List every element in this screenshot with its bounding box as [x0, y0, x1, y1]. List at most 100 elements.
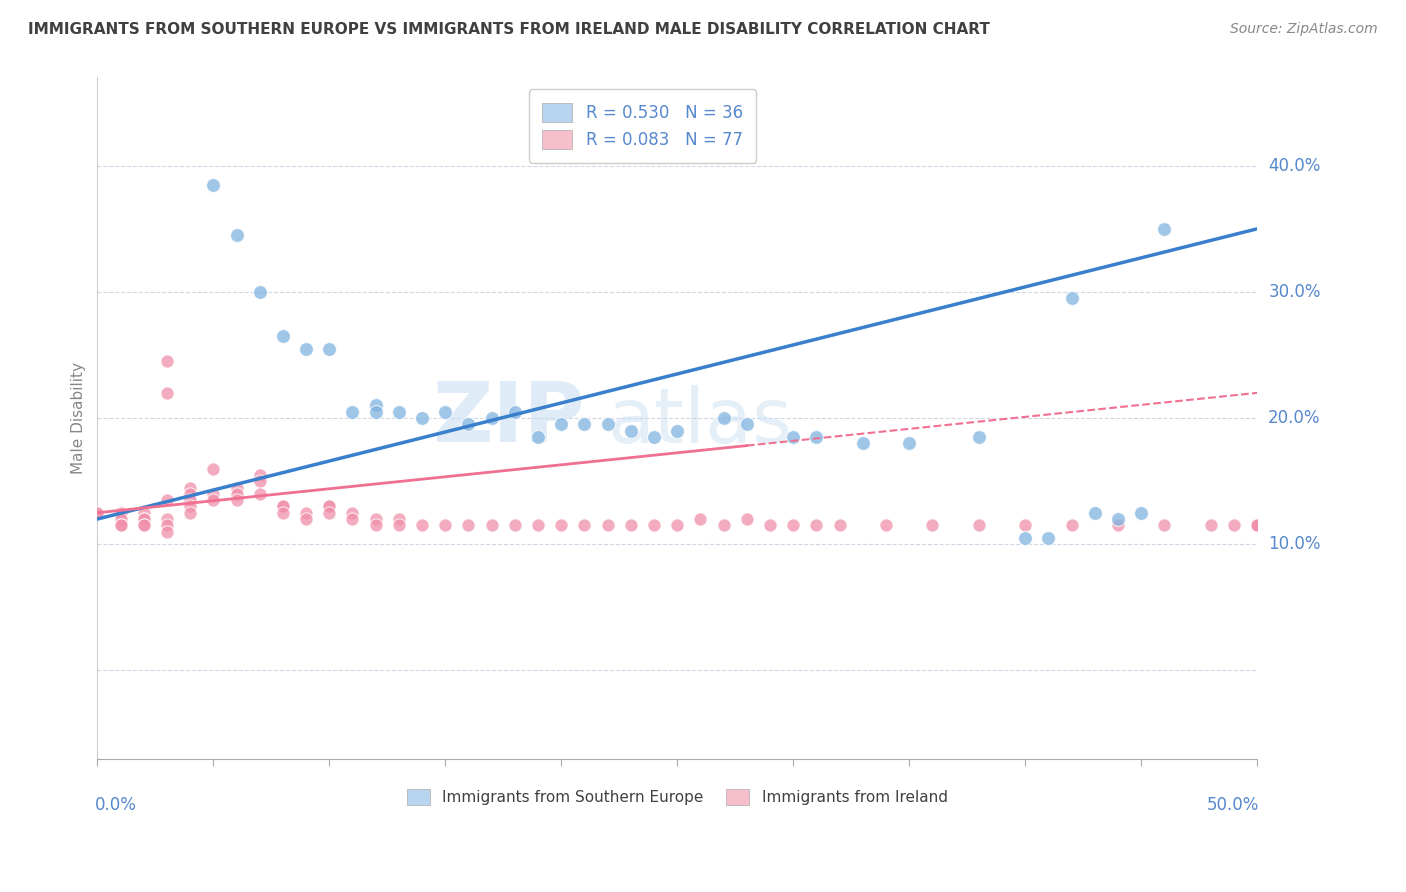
Text: ZIP: ZIP — [432, 377, 585, 458]
Point — [550, 518, 572, 533]
Point — [225, 228, 247, 243]
Point — [1153, 222, 1175, 236]
Point — [156, 512, 179, 526]
Point — [596, 518, 619, 533]
Point — [620, 424, 643, 438]
Point — [295, 512, 318, 526]
Point — [806, 430, 828, 444]
Point — [179, 481, 201, 495]
Text: IMMIGRANTS FROM SOUTHERN EUROPE VS IMMIGRANTS FROM IRELAND MALE DISABILITY CORRE: IMMIGRANTS FROM SOUTHERN EUROPE VS IMMIG… — [28, 22, 990, 37]
Point — [271, 506, 294, 520]
Point — [1246, 518, 1268, 533]
Point — [1130, 506, 1153, 520]
Point — [481, 518, 503, 533]
Point — [86, 506, 108, 520]
Point — [132, 506, 155, 520]
Text: 10.0%: 10.0% — [1268, 535, 1320, 553]
Point — [388, 518, 411, 533]
Point — [318, 342, 340, 356]
Point — [388, 512, 411, 526]
Point — [225, 481, 247, 495]
Point — [110, 518, 132, 533]
Point — [132, 518, 155, 533]
Point — [179, 500, 201, 514]
Point — [202, 178, 225, 192]
Text: 50.0%: 50.0% — [1206, 797, 1260, 814]
Point — [388, 405, 411, 419]
Point — [271, 500, 294, 514]
Point — [179, 487, 201, 501]
Point — [1246, 518, 1268, 533]
Point — [689, 512, 711, 526]
Point — [457, 518, 479, 533]
Point — [1246, 518, 1268, 533]
Point — [1084, 506, 1107, 520]
Point — [202, 493, 225, 508]
Text: 0.0%: 0.0% — [96, 797, 136, 814]
Y-axis label: Male Disability: Male Disability — [72, 362, 86, 475]
Text: 40.0%: 40.0% — [1268, 157, 1320, 175]
Point — [295, 342, 318, 356]
Point — [156, 354, 179, 368]
Point — [1060, 518, 1083, 533]
Point — [967, 518, 990, 533]
Point — [875, 518, 897, 533]
Point — [643, 430, 665, 444]
Point — [86, 506, 108, 520]
Point — [457, 417, 479, 432]
Point — [434, 518, 457, 533]
Point — [318, 500, 340, 514]
Point — [411, 518, 433, 533]
Text: 30.0%: 30.0% — [1268, 283, 1320, 301]
Point — [132, 512, 155, 526]
Point — [713, 518, 735, 533]
Point — [179, 506, 201, 520]
Point — [550, 417, 572, 432]
Point — [342, 512, 364, 526]
Point — [620, 518, 643, 533]
Point — [364, 405, 387, 419]
Point — [364, 518, 387, 533]
Point — [574, 518, 596, 533]
Point — [503, 518, 526, 533]
Point — [318, 500, 340, 514]
Point — [666, 518, 689, 533]
Point — [156, 493, 179, 508]
Point — [110, 512, 132, 526]
Point — [782, 518, 804, 533]
Point — [318, 506, 340, 520]
Point — [806, 518, 828, 533]
Point — [1223, 518, 1246, 533]
Legend: R = 0.530   N = 36, R = 0.083   N = 77: R = 0.530 N = 36, R = 0.083 N = 77 — [529, 89, 756, 162]
Point — [225, 493, 247, 508]
Point — [898, 436, 921, 450]
Point — [852, 436, 875, 450]
Point — [156, 524, 179, 539]
Point — [225, 487, 247, 501]
Point — [527, 518, 550, 533]
Point — [434, 405, 457, 419]
Point — [249, 474, 271, 488]
Point — [1014, 518, 1036, 533]
Point — [596, 417, 619, 432]
Point — [735, 512, 758, 526]
Point — [132, 518, 155, 533]
Point — [759, 518, 782, 533]
Text: atlas: atlas — [607, 384, 793, 458]
Point — [1107, 518, 1129, 533]
Point — [364, 512, 387, 526]
Point — [1014, 531, 1036, 545]
Point — [713, 411, 735, 425]
Point — [503, 405, 526, 419]
Point — [132, 512, 155, 526]
Point — [202, 487, 225, 501]
Point — [1038, 531, 1060, 545]
Point — [271, 329, 294, 343]
Point — [1153, 518, 1175, 533]
Point — [249, 285, 271, 299]
Point — [828, 518, 851, 533]
Point — [411, 411, 433, 425]
Point — [782, 430, 804, 444]
Point — [735, 417, 758, 432]
Point — [1060, 291, 1083, 305]
